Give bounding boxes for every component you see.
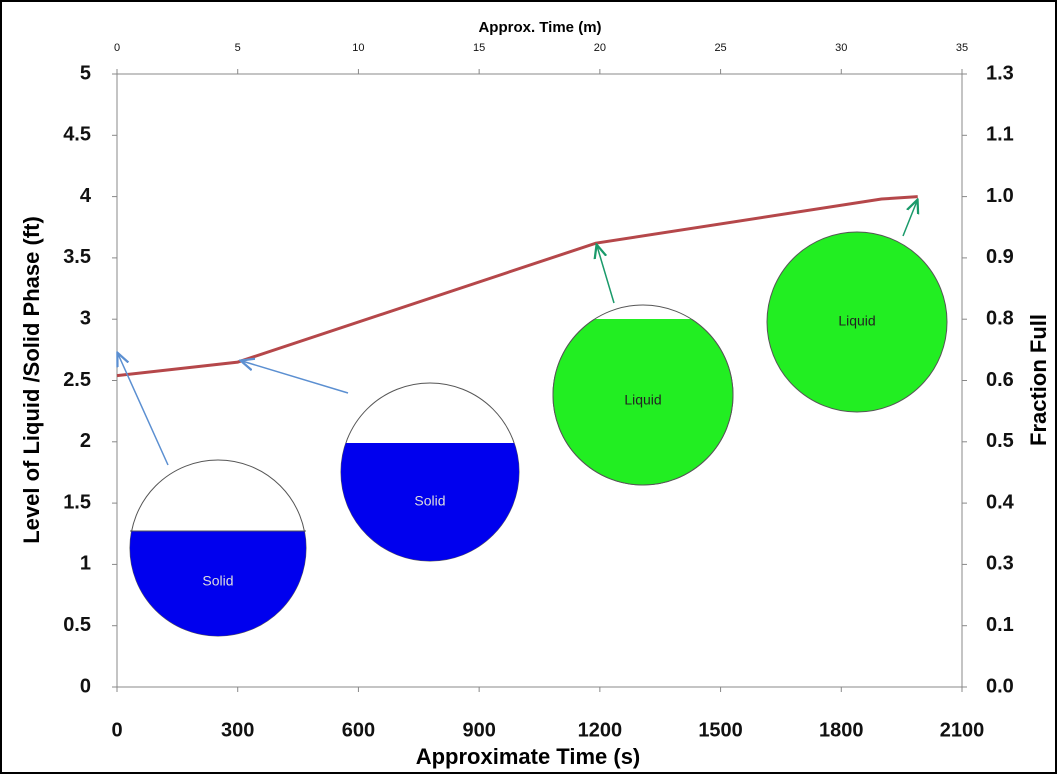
x-tick-label: 600 [342, 719, 375, 741]
annotation: Solid [202, 573, 233, 589]
chart: Approximate Time (s) Approx. Time (m) Le… [0, 0, 1057, 774]
x2-tick-label: 35 [956, 42, 968, 54]
annotation: Liquid [624, 392, 661, 408]
x-label: Approximate Time (s) [416, 744, 641, 769]
x2-tick-label: 0 [114, 42, 120, 54]
y2-tick-label: 1.3 [986, 62, 1014, 84]
y-tick-label: 3.5 [63, 246, 91, 268]
y2-tick-label: 0.8 [986, 307, 1014, 329]
x-tick-label: 0 [111, 719, 122, 741]
x2-tick-label: 10 [352, 42, 364, 54]
x2-label: Approx. Time (m) [478, 19, 601, 36]
y2-tick-label: 0.5 [986, 430, 1014, 452]
y-tick-label: 2 [80, 430, 91, 452]
x2-tick-label: 20 [594, 42, 606, 54]
x2-tick-label: 25 [714, 42, 726, 54]
x-tick-label: 1800 [819, 719, 864, 741]
y-tick-label: 1.5 [63, 491, 91, 513]
x-tick-label: 300 [221, 719, 254, 741]
x-tick-label: 900 [462, 719, 495, 741]
x2-tick-label: 5 [235, 42, 241, 54]
annotation: Solid [414, 493, 445, 509]
y-tick-label: 5 [80, 62, 91, 84]
y-label: Level of Liquid /Solid Phase (ft) [19, 216, 44, 544]
y-tick-label: 4.5 [63, 124, 91, 146]
y-tick-label: 3 [80, 307, 91, 329]
y2-tick-label: 0.1 [986, 614, 1014, 636]
y-tick-label: 1 [80, 553, 91, 575]
y2-label: Fraction Full [1026, 314, 1051, 446]
y-tick-label: 4 [80, 185, 92, 207]
y2-tick-label: 1.0 [986, 185, 1014, 207]
x2-tick-label: 30 [835, 42, 847, 54]
y2-tick-label: 0.9 [986, 246, 1014, 268]
x-tick-label: 2100 [940, 719, 985, 741]
x2-tick-label: 15 [473, 42, 485, 54]
y-tick-label: 2.5 [63, 369, 91, 391]
y2-tick-label: 0.3 [986, 553, 1014, 575]
y2-tick-label: 1.1 [986, 124, 1014, 146]
annotation: Liquid [838, 313, 875, 329]
y2-tick-label: 0.4 [986, 491, 1015, 513]
y2-tick-label: 0.6 [986, 369, 1014, 391]
y-tick-label: 0 [80, 675, 91, 697]
x-tick-label: 1200 [578, 719, 623, 741]
y2-tick-label: 0.0 [986, 675, 1014, 697]
x-tick-label: 1500 [698, 719, 743, 741]
y-tick-label: 0.5 [63, 614, 91, 636]
